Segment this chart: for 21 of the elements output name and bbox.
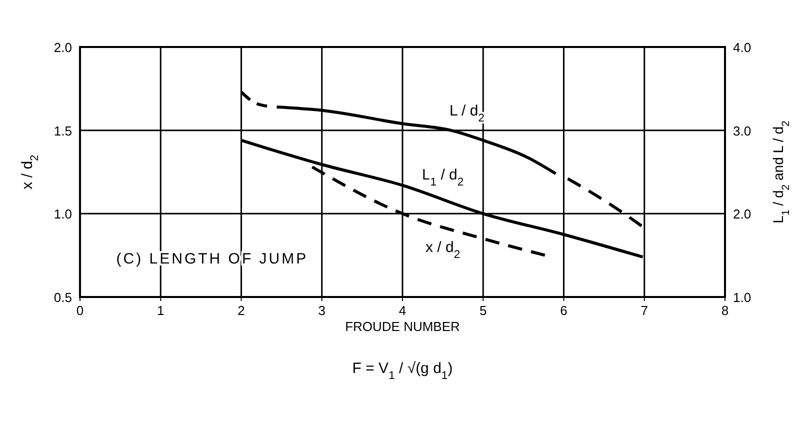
y-tick-label: 1.0 — [54, 206, 72, 222]
y2-tick-label: 1.0 — [733, 290, 752, 305]
x-tick-label: 4 — [398, 303, 406, 318]
x-tick-label: 7 — [640, 303, 648, 318]
series-label: L$_{1}$ / d$_{2}$ — [422, 166, 464, 188]
y-tick-label: 1.5 — [54, 123, 72, 138]
y2-tick-label: 4.0 — [733, 40, 752, 55]
y-tick-label: 0.5 — [54, 290, 72, 305]
x-tick-label: 2 — [238, 303, 245, 318]
x-tick-label: 6 — [560, 303, 568, 318]
y2-tick-label: 2.0 — [733, 206, 752, 222]
x-tick-label: 1 — [157, 303, 164, 318]
y-tick-label: 2.0 — [54, 40, 72, 55]
y2-tick-label: 3.0 — [733, 123, 752, 138]
text: F = V$_{1}$ / √(g d$_{1}$) — [352, 360, 453, 382]
x-tick-label: 5 — [480, 303, 487, 318]
x-tick-label: 0 — [76, 303, 84, 318]
x-tick-label: 3 — [318, 303, 326, 318]
series-label: x / d$_{2}$ — [426, 239, 460, 262]
x-tick-label: 8 — [721, 303, 729, 318]
x-axis-title: FROUDE NUMBER — [345, 319, 460, 334]
